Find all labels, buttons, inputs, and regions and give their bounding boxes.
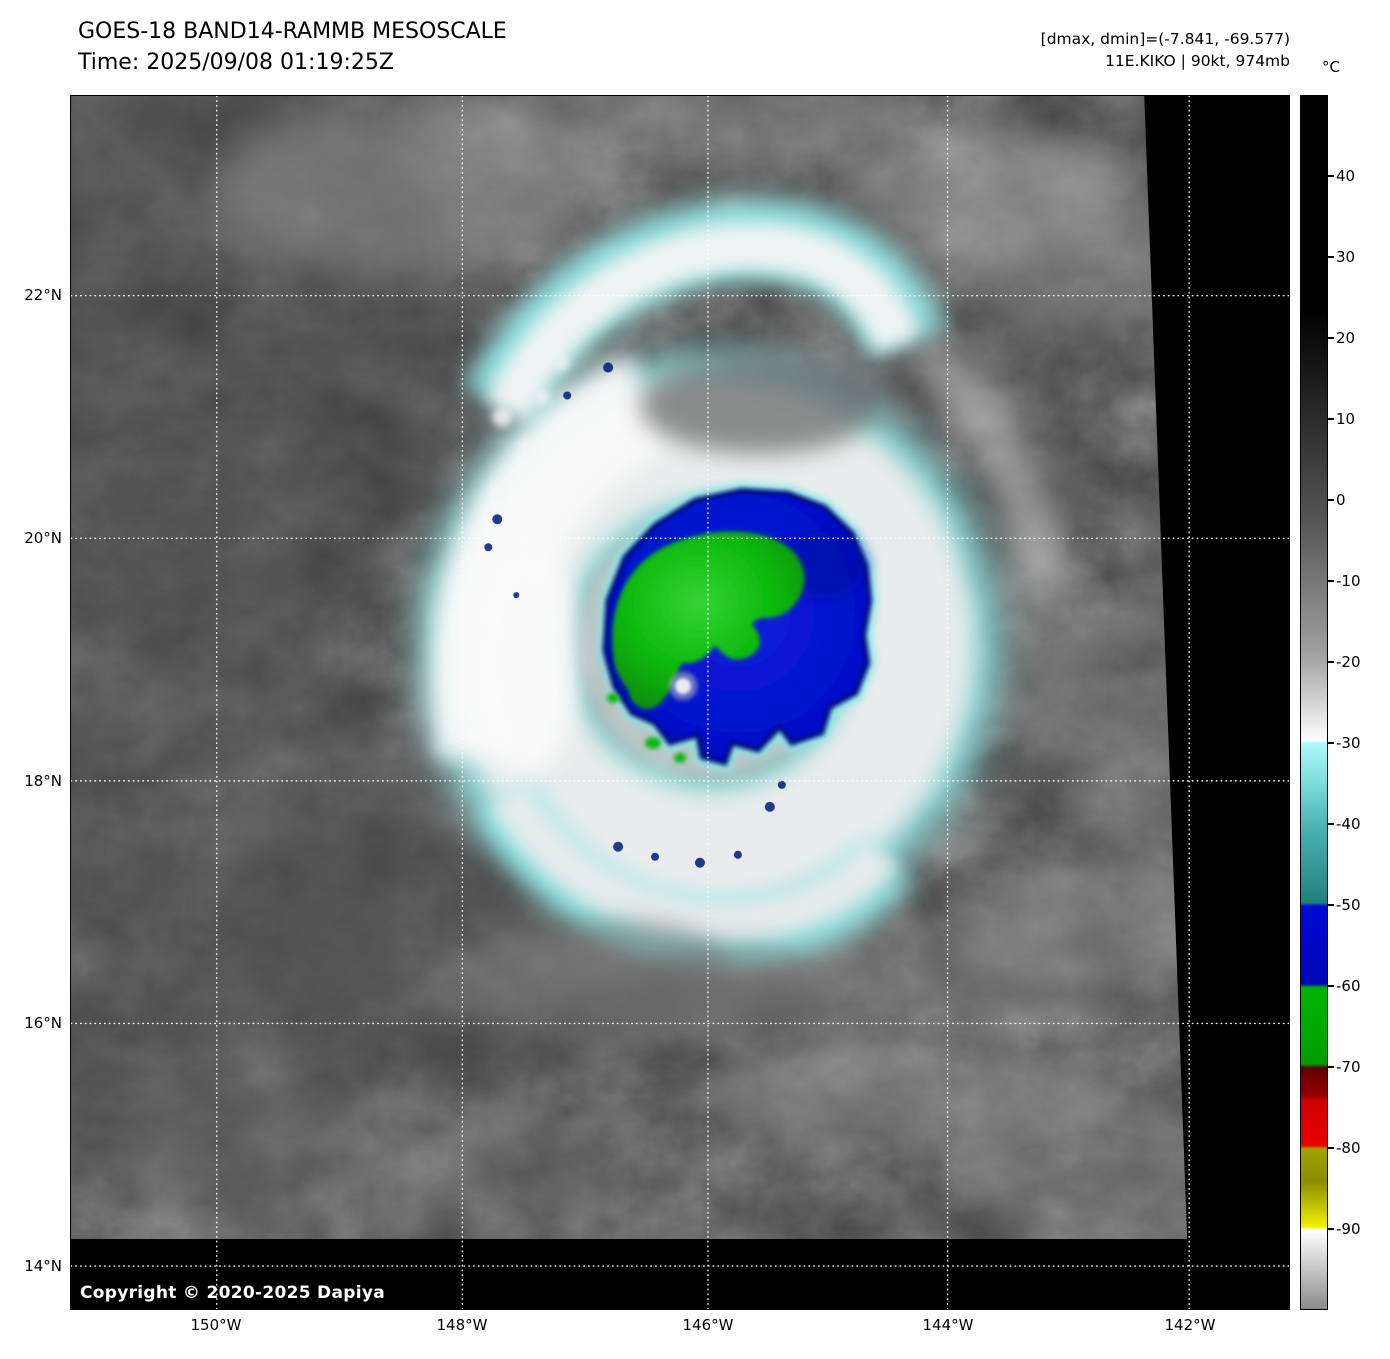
colorbar-tick: 40 [1327,167,1356,185]
lon-tick-label: 148°W [436,1316,488,1334]
colorbar-tick: -10 [1328,572,1361,590]
colorbar-tick: 10 [1327,410,1356,428]
dmax-dmin-readout: [dmax, dmin]=(-7.841, -69.577) [1040,30,1290,48]
colorbar-tick: 30 [1327,248,1356,266]
colorbar-tick: -50 [1328,896,1361,914]
colorbar-tick: 0 [1328,491,1346,509]
colorbar-tick: 20 [1327,329,1356,347]
copyright-notice: Copyright © 2020-2025 Dapiya [80,1283,385,1303]
colorbar-tick: -60 [1328,977,1361,995]
colorbar-tick: -20 [1328,653,1361,671]
hurricane [420,198,1062,1035]
gridlines [71,96,1289,1309]
colorbar-tick: -70 [1328,1058,1361,1076]
lon-tick-label: 144°W [922,1316,974,1334]
info-block: [dmax, dmin]=(-7.841, -69.577) 11E.KIKO … [1041,28,1290,72]
colorbar-unit-label: °C [1322,58,1340,76]
lon-tick-label: 146°W [682,1316,734,1334]
lon-tick-label: 142°W [1164,1316,1216,1334]
title-block: GOES-18 BAND14-RAMMB MESOSCALE Time: 202… [78,16,507,78]
hurricane-eye [674,677,692,696]
lat-tick-label: 18°N [24,772,62,790]
lat-tick-label: 20°N [24,529,62,547]
storm-info: 11E.KIKO | 90kt, 974mb [1105,52,1290,70]
environment-clouds [71,96,1188,1240]
colorbar-tick: -30 [1328,734,1361,752]
lat-tick-label: 16°N [24,1014,62,1032]
cold-specks [484,362,786,868]
product-title: GOES-18 BAND14-RAMMB MESOSCALE [78,19,507,44]
lon-tick-label: 150°W [190,1316,242,1334]
eye-halo [668,671,698,701]
temperature-colorbar [1300,95,1328,1310]
product-time: Time: 2025/09/08 01:19:25Z [78,50,394,75]
scan-region [71,96,1188,1240]
lat-tick-label: 14°N [24,1257,62,1275]
colorbar-tick: -90 [1328,1220,1361,1238]
satellite-map [70,95,1290,1310]
colorbar-tick: -80 [1328,1139,1361,1157]
lat-tick-label: 22°N [24,286,62,304]
satellite-image [71,96,1289,1309]
colorbar-tick: -40 [1328,815,1361,833]
